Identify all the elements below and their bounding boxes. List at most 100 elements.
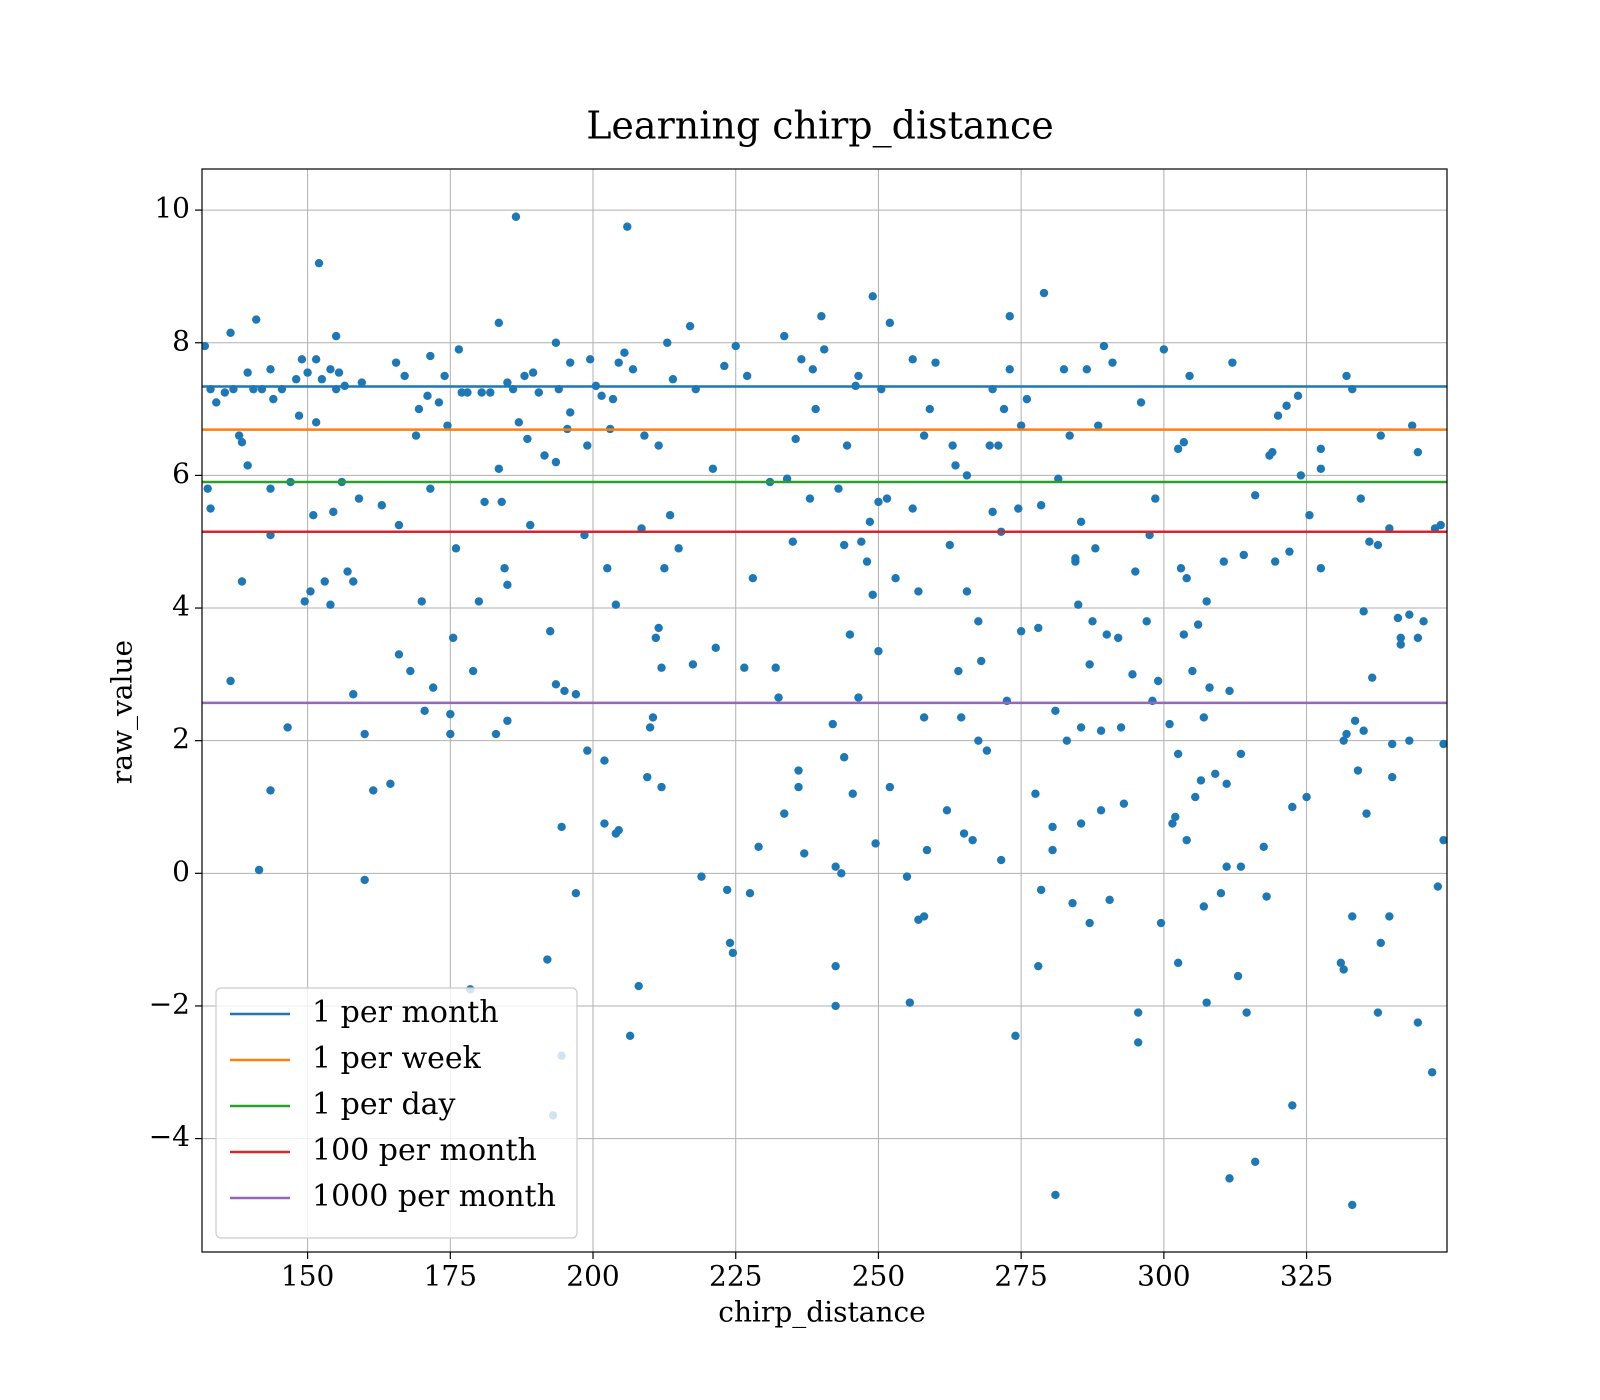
- x-tick-label: 175: [424, 1260, 477, 1293]
- scatter-point: [902, 872, 912, 881]
- scatter-point: [1074, 600, 1083, 609]
- scatter-point: [1373, 540, 1383, 550]
- scatter-point: [780, 331, 789, 341]
- scatter-point: [962, 587, 972, 596]
- scatter-point: [311, 355, 321, 364]
- scatter-point: [269, 394, 278, 404]
- scatter-point: [839, 753, 849, 762]
- scatter-point: [326, 365, 335, 374]
- scatter-point: [411, 431, 421, 440]
- scatter-point: [1368, 673, 1377, 682]
- scatter-point: [1096, 806, 1106, 815]
- scatter-point: [494, 464, 504, 473]
- scatter-point: [1236, 862, 1246, 871]
- scatter-point: [611, 600, 621, 609]
- scatter-point: [791, 434, 800, 444]
- scatter-point: [600, 756, 609, 765]
- scatter-point: [243, 461, 252, 470]
- scatter-point: [360, 875, 369, 885]
- y-tick-label: 8: [172, 324, 190, 357]
- scatter-point: [740, 663, 749, 672]
- scatter-point: [919, 713, 929, 722]
- scatter-point: [874, 497, 883, 507]
- scatter-point: [945, 540, 954, 550]
- x-tick-label: 200: [566, 1260, 619, 1293]
- scatter-point: [528, 368, 538, 377]
- scatter-point: [1236, 749, 1246, 759]
- scatter-point: [1339, 736, 1348, 745]
- y-tick-label: 10: [154, 192, 190, 225]
- scatter-point: [922, 845, 932, 855]
- scatter-point: [654, 441, 663, 450]
- scatter-point: [526, 520, 535, 530]
- scatter-point: [1108, 358, 1117, 367]
- scatter-point: [1116, 723, 1126, 732]
- scatter-point: [657, 782, 666, 792]
- scatter-point: [1216, 889, 1226, 898]
- scatter-point: [720, 361, 729, 371]
- scatter-point: [1242, 1008, 1251, 1017]
- scatter-point: [1088, 617, 1097, 626]
- scatter-point: [614, 358, 623, 367]
- scatter-point: [1099, 341, 1109, 351]
- scatter-point: [583, 746, 592, 755]
- scatter-point: [266, 786, 275, 795]
- scatter-point: [300, 597, 309, 606]
- y-tick-label: 4: [172, 590, 190, 623]
- scatter-point: [962, 471, 972, 480]
- scatter-point: [614, 826, 623, 835]
- scatter-point: [834, 484, 843, 493]
- scatter-point: [1171, 812, 1180, 822]
- y-axis-label: raw_value: [106, 640, 139, 784]
- scatter-point: [1179, 438, 1189, 447]
- scatter-point: [839, 540, 849, 550]
- scatter-point: [1014, 504, 1023, 513]
- scatter-point: [557, 822, 566, 832]
- scatter-point: [1191, 792, 1200, 802]
- scatter-point: [343, 567, 352, 576]
- scatter-point: [1387, 772, 1397, 782]
- scatter-point: [654, 623, 663, 633]
- scatter-point: [1405, 736, 1414, 745]
- x-tick-label: 225: [709, 1260, 762, 1293]
- scatter-point: [1173, 444, 1183, 454]
- scatter-point: [1005, 365, 1014, 374]
- scatter-point: [1034, 961, 1043, 971]
- scatter-point: [497, 497, 506, 507]
- scatter-point: [919, 912, 929, 921]
- scatter-point: [511, 212, 521, 221]
- scatter-point: [908, 504, 917, 513]
- scatter-point: [857, 537, 866, 546]
- scatter-point: [600, 819, 609, 828]
- scatter-point: [1185, 371, 1194, 381]
- scatter-point: [503, 716, 512, 725]
- scatter-point: [742, 371, 752, 381]
- scatter-point: [1305, 510, 1314, 520]
- scatter-point: [914, 587, 923, 596]
- scatter-point: [1356, 494, 1366, 503]
- scatter-point: [1036, 885, 1046, 895]
- scatter-point: [1165, 719, 1174, 729]
- plot-frame: [201, 168, 1448, 1253]
- scatter-point: [1342, 371, 1351, 381]
- scatter-point: [1034, 623, 1043, 633]
- scatter-point: [1336, 958, 1346, 968]
- scatter-point: [369, 786, 378, 795]
- scatter-point: [1393, 613, 1403, 623]
- scatter-point: [820, 345, 829, 354]
- scatter-point: [1225, 686, 1234, 696]
- scatter-point: [657, 663, 666, 672]
- scatter-point: [643, 772, 652, 782]
- scatter-point: [414, 404, 424, 414]
- scatter-point: [534, 388, 543, 397]
- scatter-point: [805, 494, 815, 503]
- scatter-point: [951, 461, 960, 470]
- scatter-point: [999, 404, 1009, 414]
- scatter-point: [1288, 802, 1297, 812]
- scatter-point: [1168, 819, 1177, 828]
- scatter-point: [919, 431, 929, 440]
- scatter-point: [831, 961, 840, 971]
- y-tick-label: −2: [149, 987, 190, 1020]
